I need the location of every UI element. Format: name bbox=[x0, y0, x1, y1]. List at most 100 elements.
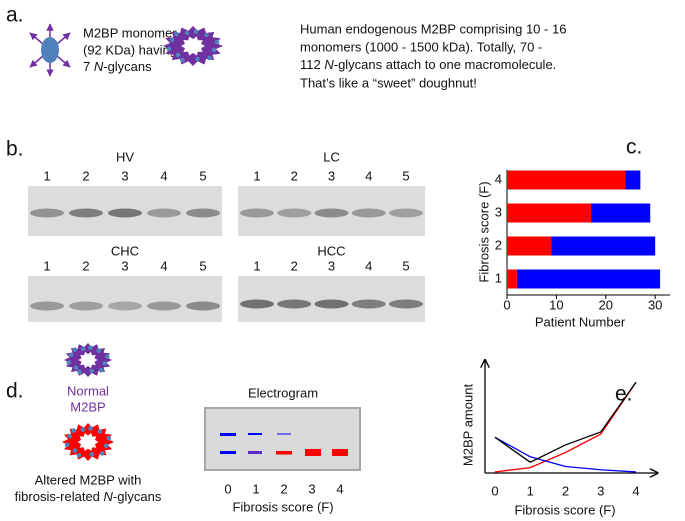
x-tick-label: 4 bbox=[632, 483, 639, 498]
lane-label: 3 bbox=[328, 258, 335, 273]
data-line bbox=[494, 436, 637, 473]
text-line: 112 N-glycans attach to one macromolecul… bbox=[300, 57, 556, 72]
gel-band bbox=[351, 299, 386, 309]
ring-dot bbox=[104, 354, 110, 359]
lane-label: 0 bbox=[224, 481, 231, 496]
ring-dot bbox=[184, 30, 190, 36]
electrogram-bands bbox=[220, 433, 348, 456]
ring-dot bbox=[97, 429, 102, 434]
text-line: That’s like a “sweet” doughnut! bbox=[300, 75, 477, 90]
gel-band bbox=[277, 299, 312, 309]
gel-band bbox=[186, 301, 220, 311]
gel-band bbox=[69, 208, 103, 218]
text: N bbox=[94, 59, 104, 74]
text-line: monomers (1000 - 1500 kDa). Totally, 70 … bbox=[300, 39, 542, 54]
gel-band bbox=[240, 299, 274, 309]
panel-label: c. bbox=[626, 136, 642, 159]
panel-label: e. bbox=[615, 383, 633, 406]
axis-title: Fibrosis score (F) bbox=[476, 181, 491, 282]
ring-dot bbox=[96, 348, 102, 353]
gel-title: HCC bbox=[317, 243, 345, 258]
lane-label: 4 bbox=[336, 481, 343, 496]
x-tick-label: 0 bbox=[491, 483, 498, 498]
ring-body bbox=[62, 423, 114, 461]
ring-dot bbox=[103, 443, 109, 449]
gel-band bbox=[314, 208, 349, 218]
gel-band bbox=[108, 301, 142, 311]
lane-label: 3 bbox=[121, 168, 128, 183]
bar-segment bbox=[551, 236, 656, 256]
monomer-icon bbox=[29, 23, 71, 77]
electrogram-title: Electrogram bbox=[248, 385, 318, 400]
lane-label: 3 bbox=[121, 258, 128, 273]
text-line: Altered M2BP with bbox=[35, 472, 142, 487]
gel-band bbox=[147, 301, 181, 311]
bar-segment bbox=[516, 269, 661, 289]
y-tick-label: 3 bbox=[495, 204, 502, 219]
ring-dot bbox=[207, 55, 212, 61]
electrogram-box bbox=[204, 407, 361, 471]
x-tick-label: 30 bbox=[648, 297, 662, 312]
gel-title: HV bbox=[116, 149, 134, 164]
bar-segment bbox=[507, 203, 591, 223]
ring-dot bbox=[98, 367, 104, 373]
data-line bbox=[494, 381, 637, 473]
ring-dot bbox=[67, 434, 73, 439]
gel-image bbox=[28, 276, 222, 322]
ring-dot bbox=[89, 452, 95, 457]
lane-label: 1 bbox=[252, 481, 259, 496]
x-tick-label: 0 bbox=[503, 297, 510, 312]
lane-label: 2 bbox=[280, 481, 287, 496]
lane-label: 5 bbox=[402, 168, 409, 183]
gel-title: LC bbox=[323, 149, 340, 164]
text-line: 7 N-glycans bbox=[83, 59, 152, 74]
multimer-icon bbox=[163, 26, 223, 66]
ring-dot bbox=[88, 345, 93, 351]
text-line: (92 KDa) having bbox=[83, 42, 177, 57]
ring-dot bbox=[204, 32, 209, 38]
lane-label: 5 bbox=[199, 258, 206, 273]
normal-icon bbox=[64, 343, 112, 377]
gel-title: CHC bbox=[111, 243, 139, 258]
lane-label: 4 bbox=[160, 168, 167, 183]
lane-label: 5 bbox=[402, 258, 409, 273]
ring-dot bbox=[72, 347, 78, 353]
monomer-body bbox=[41, 37, 59, 63]
bar-segment bbox=[507, 269, 517, 289]
bar-segment bbox=[590, 203, 651, 223]
gel-band bbox=[240, 208, 274, 218]
text-line: M2BP monomer bbox=[83, 25, 177, 40]
ring-dot bbox=[174, 31, 179, 37]
lane-label: 4 bbox=[365, 168, 372, 183]
ring-dot bbox=[166, 46, 172, 52]
ring-dot bbox=[68, 352, 74, 358]
y-tick-label: 4 bbox=[495, 171, 502, 186]
gel-band bbox=[147, 208, 181, 218]
ring-dot bbox=[77, 369, 82, 375]
altered-icon bbox=[62, 423, 114, 461]
ring-dot bbox=[180, 57, 185, 63]
panel-label: d. bbox=[6, 380, 24, 403]
text-line: Human endogenous M2BP comprising 10 - 16 bbox=[300, 21, 566, 36]
gel-band bbox=[30, 208, 64, 218]
data-line bbox=[494, 381, 637, 463]
lane-label: 4 bbox=[160, 258, 167, 273]
axis-title: Fibrosis score (F) bbox=[514, 502, 615, 517]
lane-label: 2 bbox=[82, 168, 89, 183]
lane-label: 4 bbox=[365, 258, 372, 273]
ring-dot bbox=[80, 427, 86, 432]
ring-dot bbox=[64, 442, 70, 448]
text: 112 bbox=[300, 57, 324, 72]
gel-band bbox=[69, 301, 103, 311]
gel-band bbox=[186, 208, 220, 218]
gel-band bbox=[108, 208, 142, 218]
x-tick-label: 20 bbox=[599, 297, 613, 312]
gel-band bbox=[389, 208, 423, 218]
ring-dot bbox=[175, 52, 181, 58]
ring-dot bbox=[100, 451, 105, 456]
lane-label: 3 bbox=[328, 168, 335, 183]
text: fibrosis-related bbox=[15, 489, 104, 504]
y-tick-label: 1 bbox=[495, 270, 502, 285]
